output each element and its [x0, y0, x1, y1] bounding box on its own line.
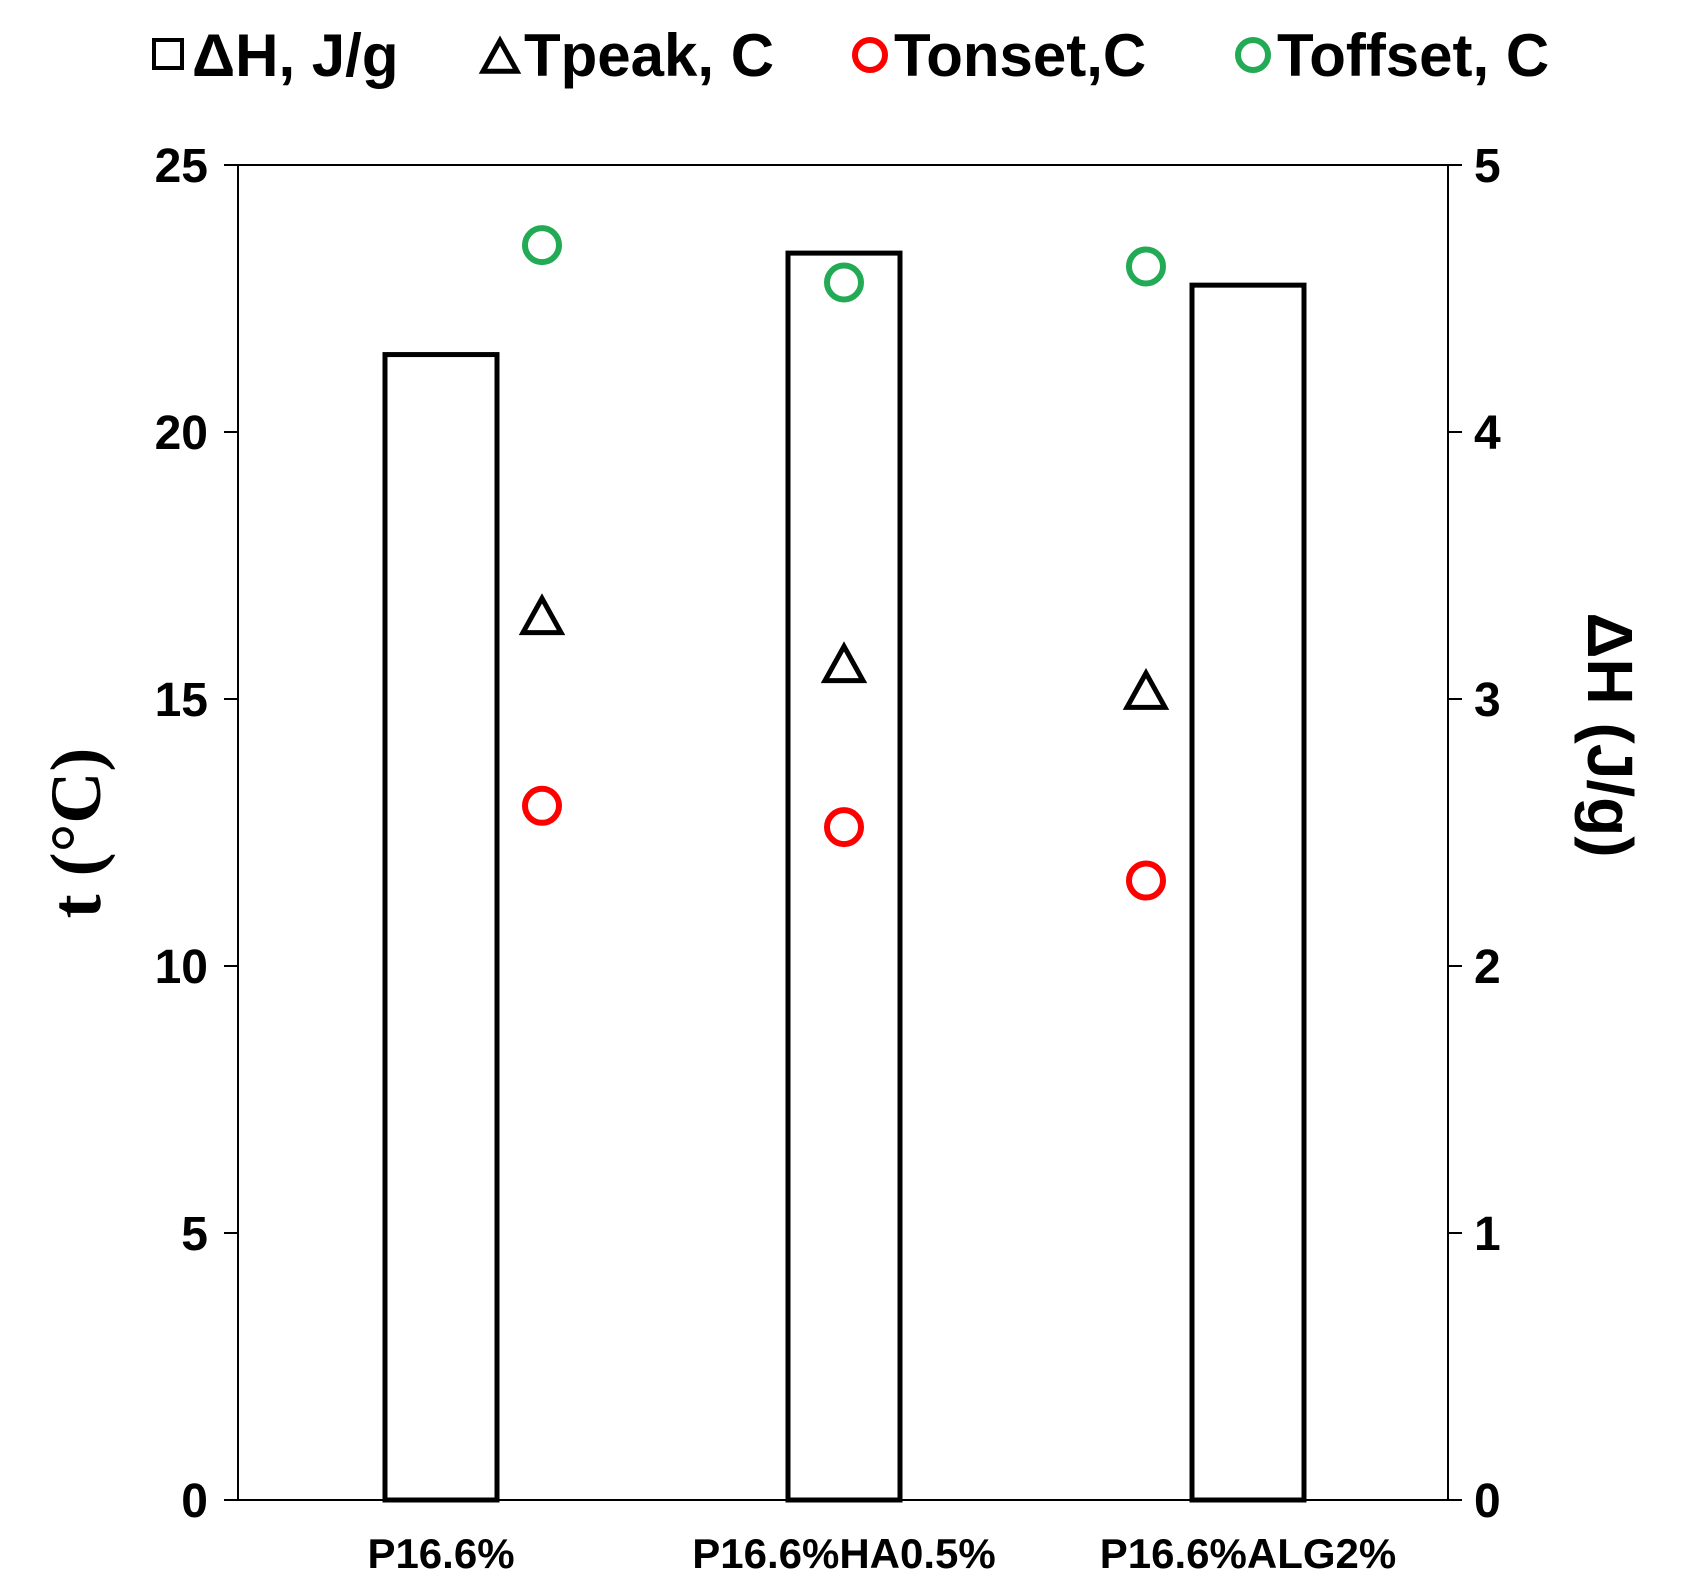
left-tick-label: 15: [155, 674, 208, 727]
left-axis: 0 5 10 15 20 25 t (°C): [36, 140, 238, 1528]
left-tick-label: 20: [155, 407, 208, 460]
right-tick-label: 2: [1474, 941, 1501, 994]
right-tick-label: 3: [1474, 674, 1501, 727]
right-tick-label: 1: [1474, 1208, 1501, 1261]
left-axis-title: t (°C): [36, 748, 116, 919]
right-axis: 0 1 2 3 4 5 ΔH (J/g): [1448, 140, 1646, 1528]
marker-toffset: [824, 262, 864, 303]
marker-tpeak: [518, 593, 566, 636]
left-tick-label: 0: [181, 1475, 208, 1528]
right-tick-label: 4: [1474, 407, 1501, 460]
bar-dH: [382, 352, 500, 1503]
left-tick-label: 5: [181, 1208, 208, 1261]
marker-tonset: [824, 807, 864, 848]
marker-tonset: [522, 785, 562, 826]
category-label: P16.6%HA0.5%: [692, 1530, 996, 1577]
right-axis-title: ΔH (J/g): [1574, 612, 1646, 857]
marker-toffset: [522, 225, 562, 266]
legend-label: ΔH, J/g: [192, 22, 398, 89]
legend-label: Tonset,C: [894, 22, 1146, 89]
legend-icon-square: [152, 38, 184, 70]
legend: ΔH, J/g Tpeak, C Tonset,C Toffset, C: [152, 22, 1549, 89]
bar-dH: [785, 250, 903, 1503]
left-tick-label: 10: [155, 941, 208, 994]
legend-icon-circle: [1235, 37, 1271, 73]
left-tick-label: 25: [155, 140, 208, 193]
marker-tpeak: [820, 641, 868, 684]
marker-toffset: [1126, 246, 1166, 287]
category-label: P16.6%: [367, 1530, 514, 1577]
right-tick-label: 0: [1474, 1475, 1501, 1528]
bar-dH: [1189, 282, 1307, 1503]
data-marks: [382, 225, 1307, 1503]
legend-label: Tpeak, C: [524, 22, 774, 89]
legend-icon-circle: [852, 37, 888, 73]
category-label: P16.6%ALG2%: [1100, 1530, 1396, 1577]
legend-icon-triangle: [478, 35, 522, 74]
category-axis: P16.6% P16.6%HA0.5% P16.6%ALG2%: [367, 1530, 1396, 1577]
marker-tonset: [1126, 860, 1166, 901]
marker-tpeak: [1122, 667, 1170, 710]
legend-label: Toffset, C: [1277, 22, 1549, 89]
right-tick-label: 5: [1474, 140, 1501, 193]
